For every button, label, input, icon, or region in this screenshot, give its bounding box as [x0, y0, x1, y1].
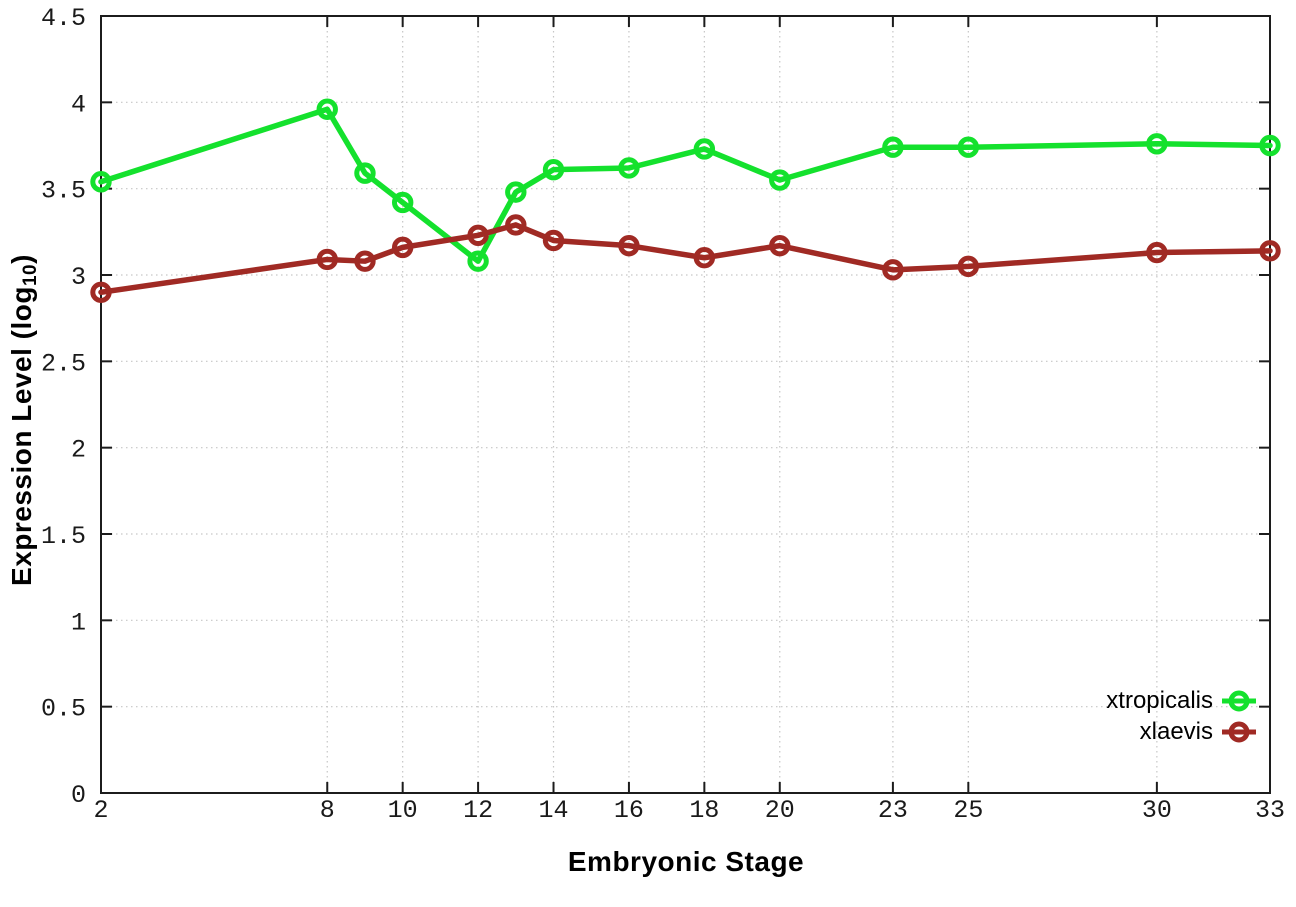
y-axis-title-suffix: ) [5, 254, 37, 264]
data-point-xtropicalis [957, 136, 980, 158]
data-point-xlaevis [769, 234, 791, 257]
data-point-xlaevis [354, 250, 376, 272]
legend-item-xtropicalis: xtropicalis [1106, 685, 1256, 716]
y-tick-label: 1.5 [41, 522, 86, 551]
legend-item-xlaevis: xlaevis [1106, 716, 1256, 747]
data-point-xlaevis [90, 281, 112, 303]
x-tick-label: 16 [614, 796, 644, 825]
data-point-xtropicalis [693, 138, 716, 160]
plot-border [100, 15, 1271, 794]
x-tick-label: 14 [539, 796, 569, 825]
data-point-xtropicalis [505, 181, 527, 203]
x-tick-label: 2 [93, 796, 108, 825]
data-point-xtropicalis [90, 171, 112, 193]
data-point-xtropicalis [618, 157, 640, 179]
y-axis-title-subscript: 10 [20, 263, 42, 287]
y-tick-label: 0.5 [41, 695, 86, 724]
x-tick-label: 33 [1255, 796, 1285, 825]
data-point-xlaevis [391, 236, 414, 259]
y-tick-label: 4 [71, 90, 86, 119]
y-tick-label: 2.5 [41, 349, 86, 378]
data-point-xtropicalis [542, 158, 565, 181]
data-point-xlaevis [693, 247, 716, 269]
series-line-xtropicalis [98, 106, 1273, 264]
x-tick-label: 8 [320, 796, 335, 825]
x-tick-label: 18 [689, 796, 719, 825]
data-point-xtropicalis [316, 98, 338, 120]
legend-label-xlaevis: xlaevis [1139, 717, 1213, 745]
x-tick-label: 10 [388, 796, 418, 825]
y-tick-label: 2 [71, 436, 86, 465]
data-point-xlaevis [1146, 241, 1168, 264]
legend: xtropicalis xlaevis [1106, 685, 1256, 747]
data-point-xlaevis [542, 229, 565, 252]
data-point-xtropicalis [467, 250, 489, 272]
legend-marker-xlaevis [1222, 721, 1256, 742]
y-axis-title-text: Expression Level (log [5, 286, 37, 586]
x-tick-label: 20 [765, 796, 795, 825]
x-tick-label: 25 [953, 796, 983, 825]
y-tick-label: 4.5 [41, 4, 86, 33]
data-point-xtropicalis [1146, 133, 1168, 155]
data-point-xlaevis [316, 248, 338, 271]
x-axis-title: Embryonic Stage [567, 846, 805, 877]
legend-marker-xtropicalis [1222, 690, 1256, 711]
data-point-xtropicalis [354, 162, 376, 184]
y-tick-label: 0 [71, 781, 86, 810]
y-tick-label: 3 [71, 263, 86, 292]
data-point-xlaevis [882, 259, 904, 281]
data-point-xtropicalis [769, 169, 791, 191]
data-point-xtropicalis [882, 136, 904, 158]
legend-label-xtropicalis: xtropicalis [1106, 686, 1213, 714]
data-point-xlaevis [618, 234, 640, 257]
data-point-xlaevis [467, 224, 489, 246]
data-point-xlaevis [957, 255, 980, 278]
y-axis-title: Expression Level (log10) [6, 254, 42, 586]
data-point-xlaevis [505, 214, 527, 236]
x-tick-label: 23 [878, 796, 908, 825]
y-tick-label: 1 [71, 608, 86, 637]
data-point-xtropicalis [391, 191, 414, 214]
y-tick-label: 3.5 [41, 177, 86, 206]
x-tick-label: 12 [463, 796, 493, 825]
data-point-xlaevis [1259, 240, 1281, 262]
series-line-xlaevis [98, 222, 1273, 296]
x-tick-label: 30 [1142, 796, 1172, 825]
data-point-xtropicalis [1259, 134, 1281, 157]
